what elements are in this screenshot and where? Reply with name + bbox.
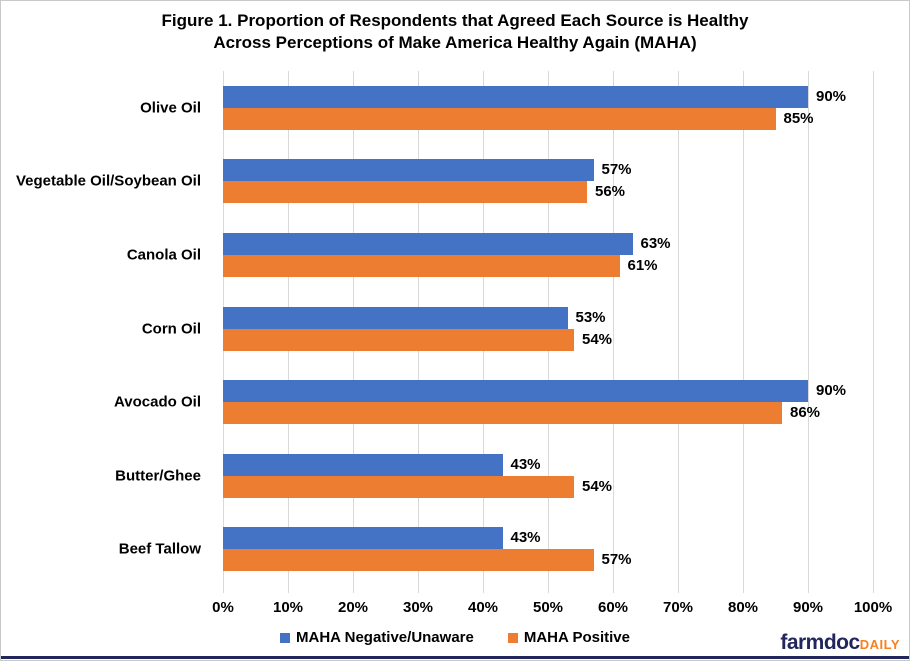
category-label-butter-ghee: Butter/Ghee	[115, 467, 201, 485]
gridline-60%	[613, 71, 614, 593]
category-label-canola-oil: Canola Oil	[126, 246, 201, 264]
value-label-olive-oil-maha-negative-unaware: 90%	[816, 87, 847, 105]
gridline-100%	[873, 71, 874, 593]
logo-farmdoc-text: farmdoc	[780, 631, 860, 654]
gridline-70%	[678, 71, 679, 593]
bar-corn-oil-maha-positive	[223, 328, 574, 351]
legend-label-maha-positive: MAHA Positive	[523, 629, 630, 646]
legend: MAHA Negative/Unaware MAHA Positive	[1, 629, 909, 646]
value-label-canola-oil-maha-negative-unaware: 63%	[640, 234, 671, 252]
bar-olive-oil-maha-negative-unaware	[223, 85, 808, 108]
value-label-vegetable-oil-soybean-oil-maha-negative-unaware: 57%	[601, 161, 632, 179]
chart-title-line2: Across Perceptions of Make America Healt…	[213, 33, 697, 52]
x-tick-label-50%: 50%	[532, 599, 564, 616]
bar-olive-oil-maha-positive	[223, 107, 776, 130]
bar-avocado-oil-maha-negative-unaware	[223, 380, 808, 403]
value-label-beef-tallow-maha-negative-unaware: 43%	[510, 529, 541, 547]
value-label-canola-oil-maha-positive: 61%	[627, 256, 658, 274]
x-tick-label-0%: 0%	[212, 599, 234, 616]
x-tick-label-30%: 30%	[402, 599, 434, 616]
category-label-vegetable-oil-soybean-oil: Vegetable Oil/Soybean Oil	[15, 172, 201, 190]
value-label-corn-oil-maha-negative-unaware: 53%	[575, 308, 606, 326]
value-label-butter-ghee-maha-positive: 54%	[582, 477, 613, 495]
logo-daily-text: DAILY	[859, 637, 900, 652]
gridline-90%	[808, 71, 809, 593]
category-label-avocado-oil: Avocado Oil	[114, 393, 201, 411]
x-tick-label-70%: 70%	[662, 599, 694, 616]
category-label-beef-tallow: Beef Tallow	[118, 540, 201, 558]
legend-swatch-maha-positive	[507, 632, 518, 643]
value-label-vegetable-oil-soybean-oil-maha-positive: 56%	[595, 183, 626, 201]
legend-item-maha-positive: MAHA Positive	[507, 629, 630, 646]
gridline-80%	[743, 71, 744, 593]
bar-corn-oil-maha-negative-unaware	[223, 306, 568, 329]
x-tick-label-80%: 80%	[727, 599, 759, 616]
x-tick-label-60%: 60%	[597, 599, 629, 616]
plot-area: 90% 85% 57% 56% 63% 61% 53% 54% 90% 86% 43% 54% 43% 5…	[223, 71, 874, 593]
value-label-corn-oil-maha-positive: 54%	[582, 330, 613, 348]
value-label-butter-ghee-maha-negative-unaware: 43%	[510, 455, 541, 473]
bar-butter-ghee-maha-negative-unaware	[223, 453, 503, 476]
bar-canola-oil-maha-negative-unaware	[223, 232, 633, 255]
legend-swatch-maha-negative-unaware	[280, 632, 291, 643]
value-label-beef-tallow-maha-positive: 57%	[601, 551, 632, 569]
x-tick-label-40%: 40%	[467, 599, 499, 616]
legend-label-maha-negative-unaware: MAHA Negative/Unaware	[296, 629, 474, 646]
bar-canola-oil-maha-positive	[223, 254, 620, 277]
bar-avocado-oil-maha-positive	[223, 402, 782, 425]
legend-item-maha-negative-unaware: MAHA Negative/Unaware	[280, 629, 474, 646]
value-label-avocado-oil-maha-negative-unaware: 90%	[816, 382, 847, 400]
bar-vegetable-oil-soybean-oil-maha-negative-unaware	[223, 159, 594, 182]
chart-title-line1: Figure 1. Proportion of Respondents that…	[161, 11, 749, 30]
chart-title: Figure 1. Proportion of Respondents that…	[1, 10, 909, 54]
bar-beef-tallow-maha-negative-unaware	[223, 527, 503, 550]
x-tick-label-100%: 100%	[853, 599, 893, 616]
category-axis: Olive Oil Vegetable Oil/Soybean Oil Canola…	[1, 71, 211, 586]
bar-vegetable-oil-soybean-oil-maha-positive	[223, 181, 587, 204]
brand-rule	[1, 656, 909, 659]
value-label-avocado-oil-maha-positive: 86%	[790, 404, 821, 422]
bar-beef-tallow-maha-positive	[223, 549, 594, 572]
x-tick-label-90%: 90%	[792, 599, 824, 616]
category-label-corn-oil: Corn Oil	[141, 320, 201, 337]
x-tick-label-20%: 20%	[337, 599, 369, 616]
category-label-olive-oil: Olive Oil	[140, 99, 201, 117]
value-label-olive-oil-maha-positive: 85%	[783, 109, 814, 127]
farmdoc-daily-logo: farmdocDAILY	[780, 631, 900, 655]
bar-butter-ghee-maha-positive	[223, 475, 574, 498]
x-tick-label-10%: 10%	[272, 599, 304, 616]
x-axis: 0% 10% 20% 30% 40% 50% 60% 70% 80% 90% 100%	[212, 599, 892, 619]
